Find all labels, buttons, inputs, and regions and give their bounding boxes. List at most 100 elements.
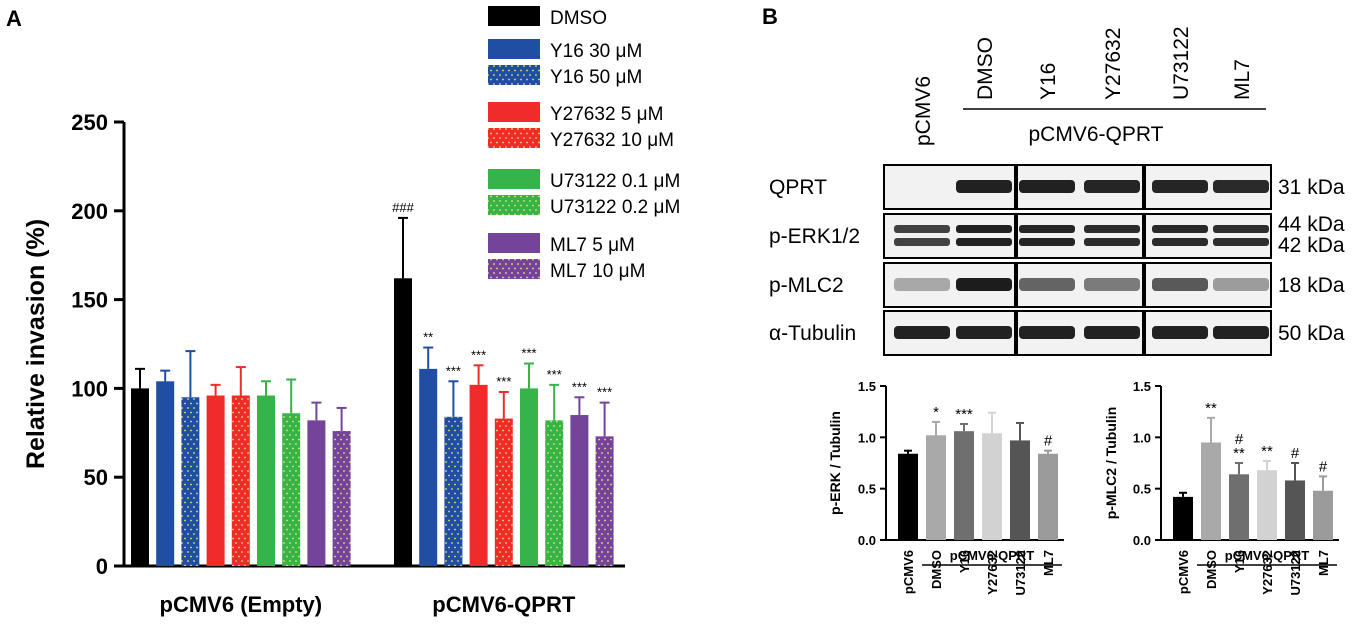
legend-swatch	[488, 233, 540, 253]
legend-label: ML7 10 μM	[550, 261, 645, 282]
y-axis-label: p-ERK / Tubulin	[827, 411, 843, 515]
band	[1019, 238, 1075, 246]
band	[956, 278, 1012, 291]
significance-mark: **	[1261, 443, 1273, 460]
kda-label: 42 kDa	[1278, 234, 1345, 257]
legend-label: Y27632 5 μM	[550, 104, 663, 125]
significance-mark: **	[423, 330, 433, 345]
bar	[1010, 440, 1030, 540]
kda-label: 18 kDa	[1278, 274, 1345, 297]
kda-label: 50 kDa	[1278, 322, 1345, 345]
group-label: pCMV6-QPRT	[950, 548, 1035, 563]
band	[1213, 278, 1269, 291]
bar	[1229, 474, 1249, 540]
band	[956, 225, 1012, 233]
band	[1019, 326, 1075, 339]
y-tick-label: 1.5	[858, 379, 876, 394]
y-tick-label: 50	[84, 465, 108, 490]
band	[894, 225, 950, 233]
significance-mark: ***	[572, 379, 587, 394]
lane-label: Y27632	[1102, 28, 1125, 100]
y-tick-label: 0.0	[1133, 533, 1151, 548]
bar-pattern	[595, 436, 614, 566]
legend-swatch	[488, 102, 540, 122]
band	[894, 278, 950, 291]
bar-pattern	[181, 397, 200, 566]
kda-label: 31 kDa	[1278, 176, 1345, 199]
significance-mark: *	[933, 404, 939, 421]
bar-pattern	[282, 413, 301, 566]
perk-chart: 0.0 0.5 1.0 1.5 p-ERK / Tubulin pCMV6 * DMSO ***…	[827, 379, 1064, 596]
bar	[394, 278, 412, 566]
pmlc2-chart: 0.0 0.5 1.0 1.5 p-MLC2 / Tubulin pCMV6 ** DMSO #…	[1103, 379, 1339, 596]
x-category-label: pCMV6-QPRT	[432, 592, 576, 617]
x-tick-label: Y16	[1232, 550, 1247, 573]
significance-mark: ***	[521, 346, 536, 361]
y-tick-label: 1.0	[858, 430, 876, 445]
band	[956, 180, 1012, 193]
invasion-chart: 0 50 100 150 200 250 Relative invasion (%) pCMV…	[22, 110, 625, 617]
x-category-label: pCMV6 (Empty)	[160, 592, 323, 617]
bar-pattern	[494, 418, 513, 566]
band	[956, 326, 1012, 339]
significance-mark: #	[1044, 433, 1053, 450]
bar-pattern	[444, 416, 463, 566]
legend-label: U73122 0.2 μM	[550, 197, 680, 218]
bar-pattern	[332, 431, 351, 566]
legend-swatch	[488, 6, 540, 26]
band	[1084, 225, 1140, 233]
bar	[1201, 442, 1221, 540]
group-label: pCMV6-QPRT	[1225, 548, 1310, 563]
x-tick-label: ML7	[1041, 550, 1056, 576]
bar	[1038, 453, 1058, 540]
legend-swatch-pattern	[488, 259, 540, 279]
x-tick-label: pCMV6	[901, 550, 916, 594]
legend-label: DMSO	[550, 8, 607, 29]
blot-row-label: α-Tubulin	[769, 322, 856, 345]
band	[894, 326, 950, 339]
bar	[257, 395, 275, 566]
x-tick-label: DMSO	[929, 550, 944, 589]
panel-label-a: A	[6, 6, 22, 31]
kda-label: 44 kDa	[1278, 213, 1345, 236]
bar	[520, 388, 538, 566]
significance-mark: ***	[471, 347, 486, 362]
bar	[1257, 470, 1277, 540]
bar	[206, 395, 225, 566]
group-label: pCMV6-QPRT	[1029, 123, 1164, 146]
legend-swatch	[488, 169, 540, 189]
bar-pattern	[231, 395, 250, 566]
bar	[570, 415, 589, 566]
y-axis-label: p-MLC2 / Tubulin	[1103, 407, 1119, 520]
lane-label: ML7	[1231, 59, 1254, 100]
legend-label: Y27632 10 μM	[550, 130, 674, 151]
blot-row-label: p-ERK1/2	[769, 225, 860, 248]
significance-mark: ***	[446, 363, 461, 378]
bar	[469, 384, 488, 566]
western-blot: pCMV6 DMSO Y16 Y27632 U73122 ML7 pCMV6-QPRT QPR…	[769, 26, 1345, 356]
significance-mark: ***	[597, 385, 612, 400]
bar	[982, 433, 1002, 540]
legend-swatch-pattern	[488, 65, 540, 85]
blot-box	[1144, 213, 1272, 259]
y-tick-label: 100	[71, 376, 108, 401]
bar	[156, 381, 175, 566]
legend-label: ML7 5 μM	[550, 235, 635, 256]
y-axis-label: Relative invasion (%)	[22, 219, 50, 469]
band	[1152, 225, 1208, 233]
blot-row-label: p-MLC2	[769, 274, 844, 297]
y-tick-label: 1.0	[1133, 430, 1151, 445]
legend-swatch-pattern	[488, 195, 540, 215]
x-tick-label: U73122	[1288, 550, 1303, 596]
x-tick-label: DMSO	[1204, 550, 1219, 589]
y-tick-label: 1.5	[1133, 379, 1151, 394]
bar	[1173, 496, 1193, 540]
bar	[954, 431, 974, 540]
y-tick-label: 0.5	[858, 482, 876, 497]
band	[1213, 225, 1269, 233]
legend-swatch-pattern	[488, 128, 540, 148]
band	[1152, 180, 1208, 193]
significance-mark: #	[1291, 445, 1300, 462]
y-tick-label: 0.0	[858, 533, 876, 548]
